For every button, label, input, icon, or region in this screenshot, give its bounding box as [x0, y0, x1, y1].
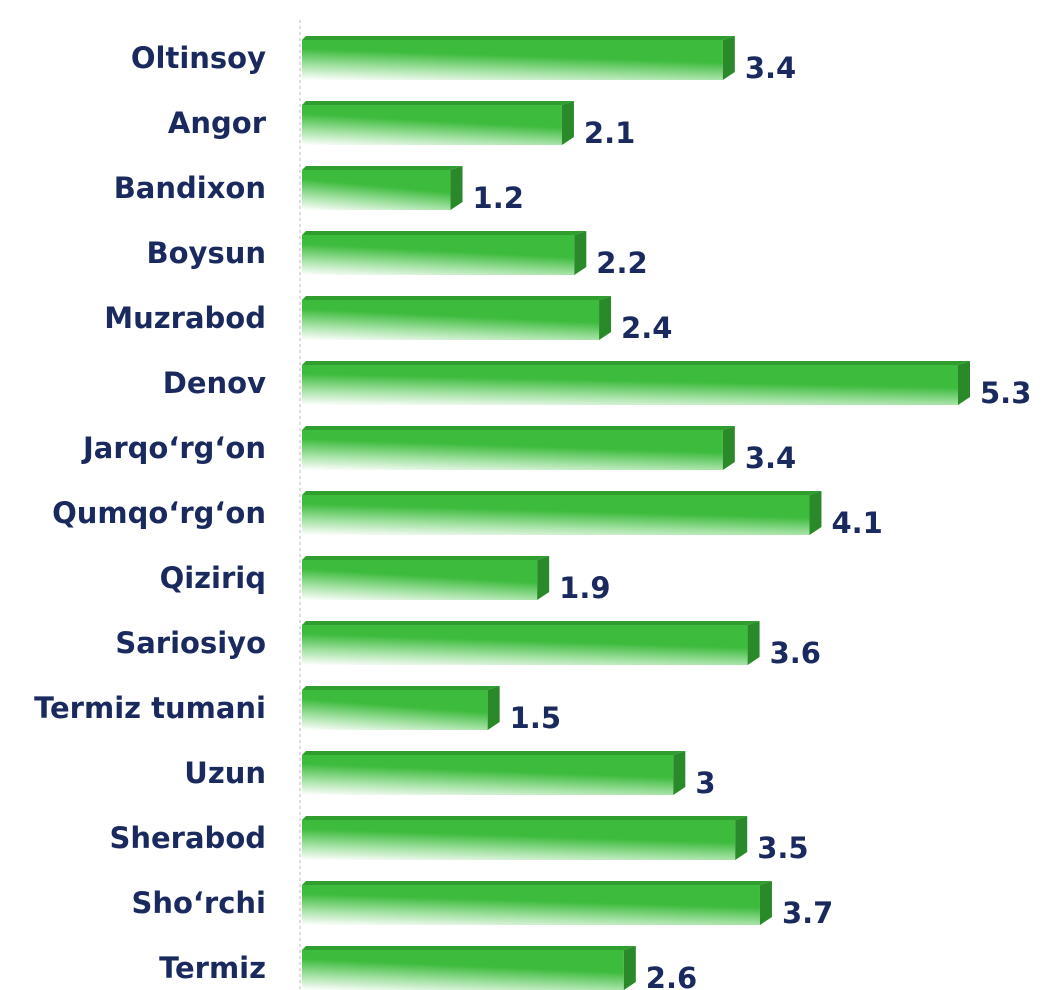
bar-top	[302, 881, 772, 885]
value-label: 2.4	[621, 311, 672, 345]
bar	[302, 950, 624, 990]
bar-side	[759, 881, 772, 925]
bar-top	[302, 491, 822, 495]
bar-side	[487, 686, 500, 730]
category-label: Sherabod	[109, 821, 266, 855]
bar-top	[302, 166, 463, 170]
value-label: 5.3	[980, 376, 1031, 410]
bar-side	[561, 101, 574, 145]
category-label: Muzrabod	[104, 301, 266, 335]
bar-side	[673, 751, 686, 795]
category-label: Termiz tumani	[34, 691, 266, 725]
value-label: 1.2	[473, 181, 524, 215]
value-label: 1.9	[559, 571, 610, 605]
bar-top	[302, 231, 587, 235]
bar	[302, 170, 451, 210]
category-label: Denov	[163, 366, 266, 400]
value-label: 1.5	[510, 701, 561, 735]
value-label: 3.7	[782, 896, 833, 930]
bar-top	[302, 816, 748, 820]
value-label: 2.6	[646, 961, 697, 990]
bar	[302, 885, 760, 925]
category-label: Sariosiyo	[115, 626, 266, 660]
bar	[302, 235, 575, 275]
category-label: Boysun	[147, 236, 266, 270]
bar-top	[302, 296, 612, 300]
category-label: Termiz	[159, 951, 266, 985]
bar-side	[747, 621, 760, 665]
value-label: 3.4	[745, 51, 796, 85]
value-label: 4.1	[831, 506, 882, 540]
value-label: 2.1	[584, 116, 635, 150]
bar	[302, 300, 600, 340]
bar-side	[958, 361, 970, 405]
bar-top	[302, 621, 760, 625]
value-label: 3	[695, 766, 715, 800]
bar	[302, 40, 723, 80]
bar-side	[722, 36, 735, 80]
bar	[302, 755, 674, 795]
bar-side	[809, 491, 822, 535]
bar	[302, 430, 723, 470]
category-label: Jarqo‘rg‘on	[81, 431, 266, 465]
bar-top	[302, 686, 500, 690]
bar	[302, 820, 736, 860]
bar-top	[302, 556, 550, 560]
value-label: 3.5	[757, 831, 808, 865]
value-label: 2.2	[596, 246, 647, 280]
bar	[302, 690, 488, 730]
value-label: 3.6	[770, 636, 821, 670]
bar-side	[574, 231, 587, 275]
category-label: Uzun	[184, 756, 266, 790]
bar-side	[623, 946, 636, 990]
bar	[302, 105, 562, 145]
bar-top	[302, 946, 636, 950]
bar-top	[302, 36, 735, 40]
bar-top	[302, 426, 735, 430]
bar-top	[302, 361, 970, 365]
bar-side	[450, 166, 463, 210]
category-label: Angor	[168, 106, 267, 140]
category-label: Oltinsoy	[131, 41, 266, 75]
bar	[302, 495, 810, 535]
bar-side	[537, 556, 550, 600]
bar	[302, 365, 958, 405]
category-label: Qiziriq	[160, 561, 266, 595]
bar-side	[722, 426, 735, 470]
bar-side	[599, 296, 612, 340]
category-label: Sho‘rchi	[131, 886, 266, 920]
bar	[302, 625, 748, 665]
bar-side	[735, 816, 748, 860]
bar-top	[302, 101, 574, 105]
category-label: Qumqo‘rg‘on	[52, 496, 266, 530]
bar-top	[302, 751, 686, 755]
category-label: Bandixon	[114, 171, 266, 205]
bar	[302, 560, 538, 600]
value-label: 3.4	[745, 441, 796, 475]
